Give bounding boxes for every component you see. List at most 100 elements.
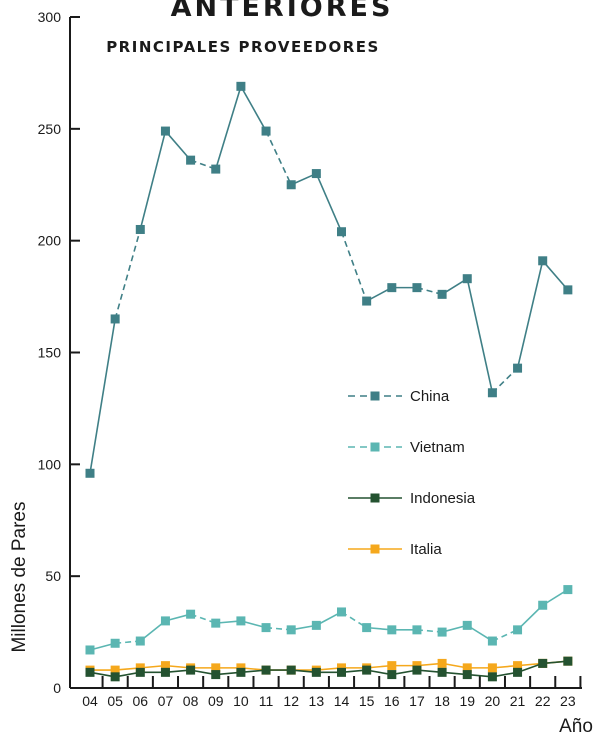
legend-marker	[370, 544, 380, 554]
x-tick-label: 12	[283, 693, 299, 709]
data-point-indonesia	[286, 665, 296, 675]
x-tick-label: 17	[409, 693, 425, 709]
legend-label: Italia	[410, 541, 442, 558]
data-point-china	[337, 227, 346, 237]
data-point-indonesia	[261, 665, 271, 675]
series-line-segment	[214, 86, 242, 170]
data-point-italia	[437, 658, 447, 668]
data-point-vietnam	[110, 638, 120, 648]
x-tick-label: 06	[133, 693, 149, 709]
data-point-italia	[160, 661, 170, 671]
data-point-indonesia	[110, 672, 120, 682]
series-line-segment	[516, 260, 544, 369]
data-point-indonesia	[211, 670, 221, 680]
legend-label: China	[410, 388, 450, 405]
series-line-segment	[114, 229, 142, 320]
legend-item-italia: Italia	[348, 541, 442, 558]
chart-title: ANTERIORES	[171, 0, 394, 23]
data-point-vietnam	[538, 600, 548, 610]
x-tick-label: 16	[384, 693, 400, 709]
data-point-vietnam	[135, 636, 145, 646]
data-point-vietnam	[513, 625, 523, 635]
data-point-vietnam	[337, 607, 346, 617]
x-tick-label: 20	[485, 693, 501, 709]
data-point-china	[261, 126, 271, 136]
series-line-segment	[240, 85, 267, 132]
data-point-vietnam	[563, 585, 573, 595]
x-tick-label: 11	[259, 693, 274, 709]
x-tick-label: 07	[158, 693, 174, 709]
y-tick-label: 300	[38, 9, 62, 25]
data-point-indonesia	[437, 667, 447, 677]
data-point-vietnam	[412, 625, 422, 635]
series-line-segment	[89, 318, 116, 474]
data-point-italia	[487, 663, 497, 673]
data-point-vietnam	[160, 616, 170, 626]
data-point-italia	[513, 661, 523, 671]
series-line-segment	[466, 278, 494, 393]
data-point-indonesia	[135, 667, 145, 677]
data-point-vietnam	[311, 620, 321, 630]
legend-item-indonesia: Indonesia	[348, 490, 476, 507]
data-point-china	[236, 81, 246, 91]
data-point-china	[311, 169, 321, 179]
legend-marker	[370, 493, 380, 503]
data-point-indonesia	[85, 667, 95, 677]
data-point-indonesia	[311, 667, 321, 677]
legend-label: Indonesia	[410, 490, 476, 507]
data-point-indonesia	[160, 667, 170, 677]
series-line-segment	[315, 173, 343, 233]
data-point-vietnam	[387, 625, 397, 635]
data-point-china	[160, 126, 170, 136]
data-point-indonesia	[538, 658, 548, 668]
data-point-italia	[211, 663, 221, 673]
legend-item-china: China	[348, 388, 450, 405]
data-point-indonesia	[362, 665, 372, 675]
data-point-china	[387, 283, 397, 293]
data-point-italia	[387, 661, 397, 671]
y-axis-label: Millones de Pares	[9, 501, 30, 652]
data-point-indonesia	[513, 667, 523, 677]
data-point-china	[513, 363, 523, 373]
data-point-vietnam	[487, 636, 497, 646]
data-point-vietnam	[286, 625, 296, 635]
data-point-italia	[110, 665, 120, 675]
series-line-segment	[164, 130, 192, 161]
data-point-indonesia	[487, 672, 497, 682]
data-point-indonesia	[186, 665, 196, 675]
y-tick-label: 100	[38, 456, 62, 472]
data-point-china	[135, 224, 145, 234]
data-point-china	[538, 256, 548, 266]
series-line-segment	[265, 130, 292, 186]
axes	[69, 17, 582, 689]
x-tick-label: 10	[233, 693, 249, 709]
legend-marker	[370, 391, 380, 401]
series-indonesia	[85, 656, 573, 682]
y-tick-label: 200	[38, 233, 62, 249]
x-tick-label: 23	[560, 693, 576, 709]
data-point-china	[412, 283, 422, 293]
series-china	[85, 81, 573, 478]
data-point-china	[437, 289, 447, 299]
data-point-vietnam	[362, 623, 372, 633]
x-tick-label: 15	[359, 693, 375, 709]
legend: China Vietnam Indonesia Italia	[348, 388, 476, 558]
data-point-china	[110, 314, 120, 324]
y-tick-label: 50	[45, 568, 61, 584]
data-point-vietnam	[462, 620, 472, 630]
chart-subtitle: PRINCIPALES PROVEEDORES	[106, 38, 380, 56]
x-tick-label: 18	[434, 693, 450, 709]
x-tick-label: 13	[309, 693, 325, 709]
x-tick-label: 08	[183, 693, 199, 709]
series-vietnam	[85, 585, 573, 655]
x-tick-label: 09	[208, 693, 224, 709]
y-tick-label: 0	[53, 680, 61, 696]
x-tick-label: 19	[459, 693, 475, 709]
data-point-vietnam	[437, 627, 447, 637]
legend-label: Vietnam	[410, 439, 465, 456]
data-point-china	[362, 296, 372, 306]
x-tick-label: 22	[535, 693, 551, 709]
data-point-china	[563, 285, 573, 295]
data-point-vietnam	[211, 618, 221, 628]
legend-item-vietnam: Vietnam	[348, 439, 465, 456]
